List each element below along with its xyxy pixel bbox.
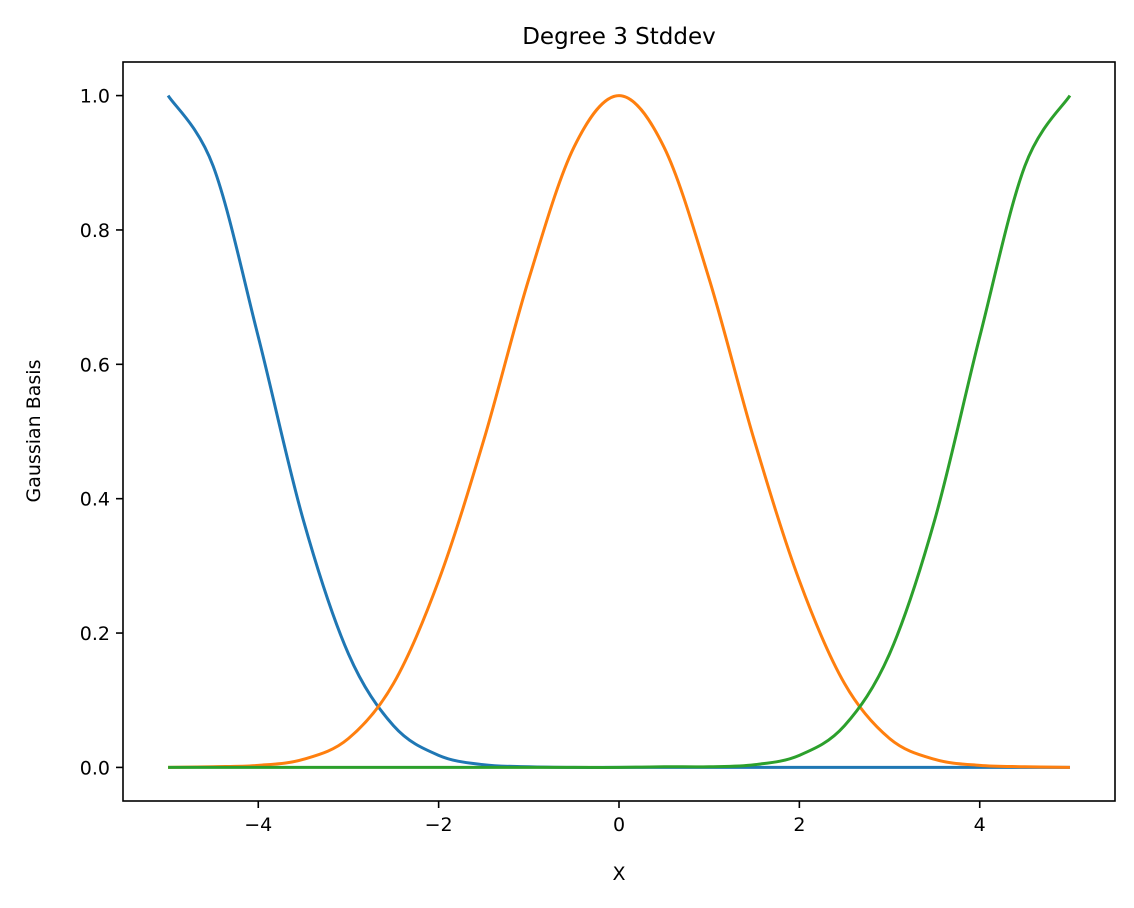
x-tick-label: −2 xyxy=(425,814,453,836)
x-tick-label: −4 xyxy=(244,814,272,836)
x-axis: −4 −2 0 2 4 xyxy=(244,801,986,836)
x-axis-label: X xyxy=(612,863,625,885)
y-tick-label: 0.0 xyxy=(80,757,110,779)
y-tick-label: 0.6 xyxy=(80,354,110,376)
y-tick-label: 1.0 xyxy=(80,86,110,108)
series-line-2 xyxy=(168,94,1070,769)
y-axis: 0.0 0.2 0.4 0.6 0.8 1.0 xyxy=(80,86,123,779)
y-axis-label: Gaussian Basis xyxy=(23,360,45,503)
series-line-3 xyxy=(168,94,1072,769)
y-tick-label: 0.8 xyxy=(80,220,110,242)
series-layer xyxy=(166,94,1072,769)
y-tick-label: 0.4 xyxy=(80,489,110,511)
x-tick-label: 2 xyxy=(793,814,805,836)
chart-title: Degree 3 Stddev xyxy=(522,24,716,50)
x-tick-label: 4 xyxy=(974,814,986,836)
series-line-1 xyxy=(166,94,1070,769)
plot-frame xyxy=(122,61,1116,802)
x-tick-label: 0 xyxy=(613,814,625,836)
y-tick-label: 0.2 xyxy=(80,623,110,645)
